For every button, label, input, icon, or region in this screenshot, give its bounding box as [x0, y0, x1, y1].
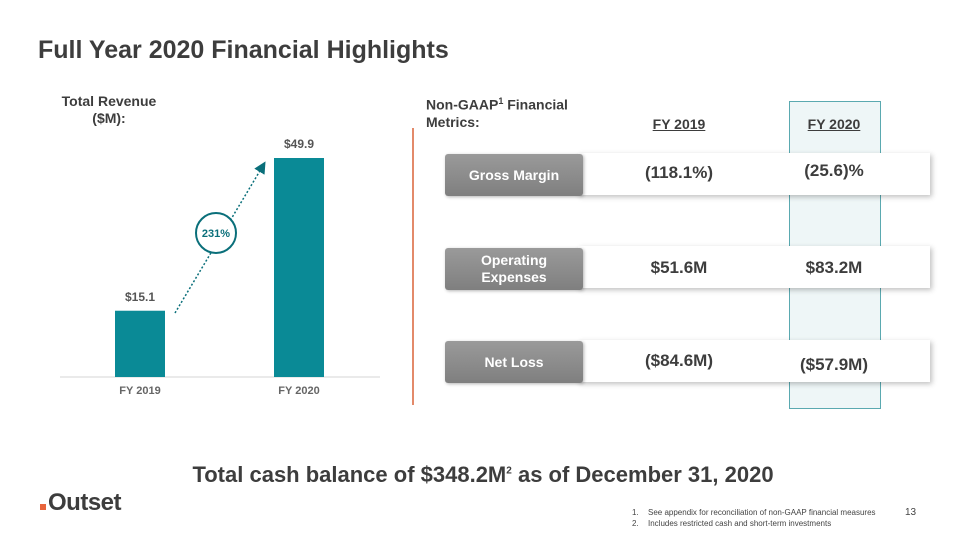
- value-label: $49.9: [284, 137, 314, 151]
- page-number: 13: [905, 507, 917, 518]
- row-label: Operating Expenses: [445, 248, 583, 290]
- logo-dot: [40, 504, 46, 510]
- row-label: Net Loss: [445, 341, 583, 383]
- cell: $83.2M: [805, 258, 863, 277]
- logo-text: Outset: [48, 489, 122, 516]
- footnote: 1. See appendix for reconciliation of non…: [632, 508, 876, 517]
- chart-title: Total Revenue ($M):: [61, 93, 157, 126]
- cell: $51.6M: [650, 258, 708, 277]
- growth-label: 231%: [202, 228, 230, 240]
- divider: [412, 128, 414, 405]
- value-label: $15.1: [125, 290, 155, 304]
- footnote-text: See appendix for reconciliation of non-G…: [648, 508, 876, 517]
- metrics-heading: Non-GAAP1 Financial Metrics:: [426, 93, 606, 131]
- cash-statement: Total cash balance of $348.2M2 as of Dec…: [0, 462, 960, 488]
- cash-sup: 2: [506, 465, 512, 477]
- row-band: [578, 340, 930, 382]
- logo: Outset: [40, 489, 122, 517]
- cash-rest: as of December 31, 2020: [517, 462, 774, 487]
- footnote: 2. Includes restricted cash and short-ter…: [632, 519, 831, 528]
- cell: ($84.6M): [644, 351, 714, 370]
- bar: [115, 310, 165, 377]
- row-band: [578, 153, 930, 195]
- growth-badge: [195, 212, 237, 254]
- footnote-marker: 2.: [632, 519, 639, 528]
- cash-text: Total cash balance of $348.2M: [192, 462, 507, 487]
- cell: (118.1%): [644, 163, 714, 182]
- chart: 231% $15.1 FY 2019 $49.9 FY 2020: [60, 137, 380, 397]
- slide-title: Full Year 2020 Financial Highlights: [38, 36, 449, 64]
- column-header: FY 2019: [652, 116, 706, 132]
- heading-sup: 1: [498, 96, 504, 106]
- row-label: Gross Margin: [445, 154, 583, 196]
- column-header: FY 2020: [807, 116, 861, 132]
- footnote-marker: 1.: [632, 508, 639, 517]
- cell: (25.6)%: [804, 161, 864, 180]
- heading-text: Non-GAAP: [426, 96, 499, 113]
- heading-rest: Financial Metrics:: [426, 96, 568, 130]
- bar: [274, 158, 324, 377]
- growth-arrow: [174, 161, 266, 314]
- footnote-text: Includes restricted cash and short-term …: [648, 519, 832, 528]
- cell: ($57.9M): [799, 355, 869, 374]
- x-tick-label: FY 2019: [119, 385, 160, 397]
- x-tick-label: FY 2020: [278, 385, 319, 397]
- row-band: [578, 246, 930, 288]
